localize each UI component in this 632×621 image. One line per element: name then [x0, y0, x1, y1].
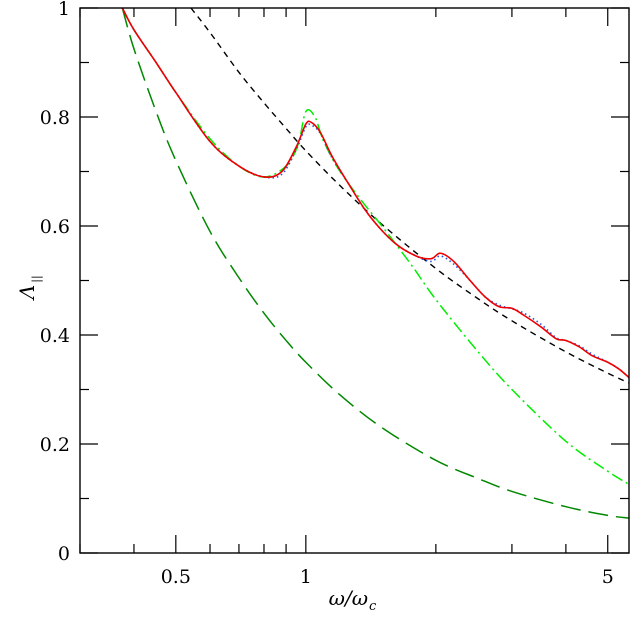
x-axis-label-subscript: c	[369, 599, 377, 614]
x-tick-label: 0.5	[161, 566, 191, 588]
tick-layer	[79, 7, 629, 554]
tick-label-layer: 0.5 1 5 0 0.2 0.4 0.6 0.8 1	[40, 0, 614, 588]
y-tick-label: 0.4	[40, 325, 70, 347]
x-tick-label: 5	[602, 566, 614, 588]
plot-frame	[79, 7, 630, 554]
y-tick-label: 0.6	[40, 216, 70, 238]
series-line-dotted	[121, 8, 629, 379]
y-tick-label: 0.8	[40, 107, 70, 129]
y-tick-label: 0.2	[40, 434, 70, 456]
series-layer	[121, 8, 629, 519]
x-tick-label: 1	[300, 566, 312, 588]
y-axis-label-subscript: ||	[30, 275, 44, 282]
x-axis-label: ω/ω	[329, 586, 368, 610]
series-line-short-dash	[190, 8, 629, 384]
series-line-long-dash	[121, 8, 629, 519]
series-line-dash-dot	[121, 8, 629, 485]
y-axis-label: Λ	[15, 285, 39, 301]
series-line-solid	[121, 8, 629, 379]
y-tick-label: 1	[58, 0, 70, 20]
y-tick-label: 0	[58, 543, 70, 565]
